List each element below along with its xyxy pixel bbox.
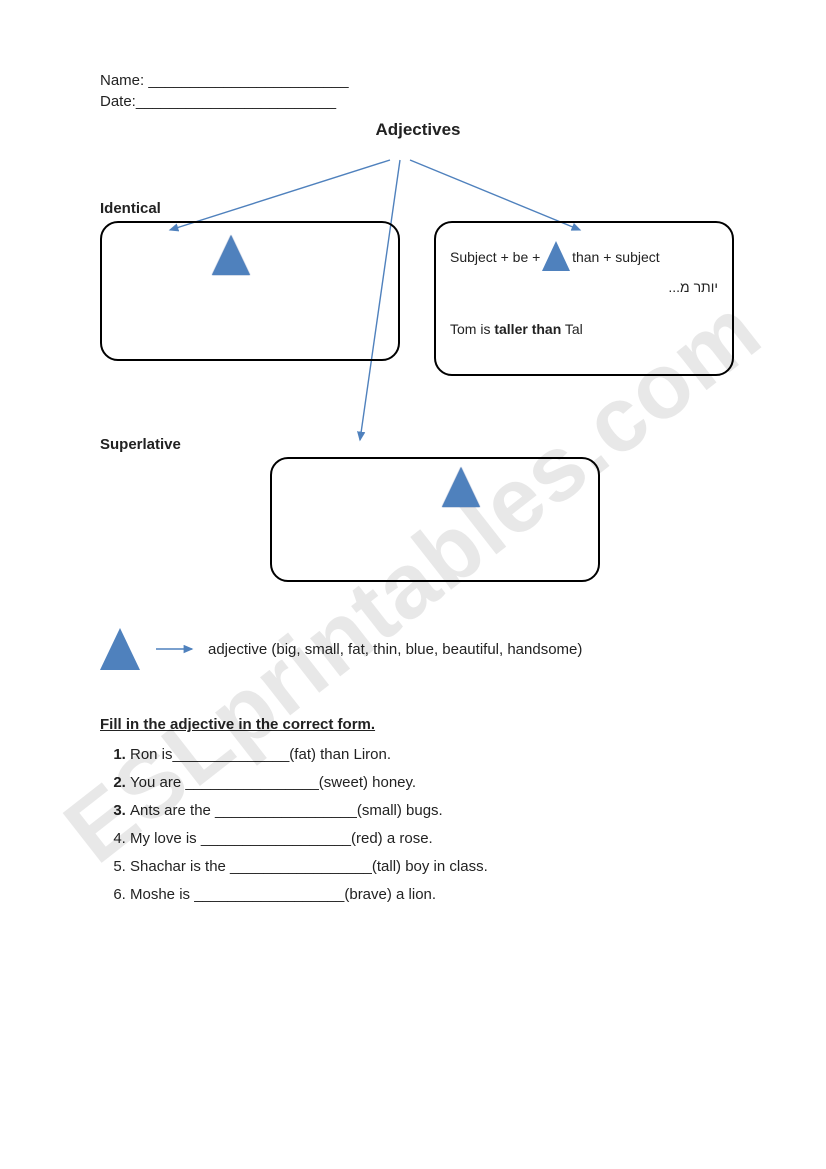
hebrew-note: יותר מ... xyxy=(450,276,718,300)
example-post: Tal xyxy=(561,321,583,337)
superlative-box xyxy=(270,457,600,582)
instructions-heading: Fill in the adjective in the correct for… xyxy=(100,716,736,733)
q3-text: Ants are the _________________(small) bu… xyxy=(130,802,443,819)
identical-box xyxy=(100,221,400,361)
triangle-icon xyxy=(442,467,480,507)
formula-post: than + subject xyxy=(572,249,660,265)
q2-text: You are ________________(sweet) honey. xyxy=(130,774,416,791)
list-item[interactable]: Shachar is the _________________(tall) b… xyxy=(130,855,736,879)
page-title: Adjectives xyxy=(100,120,736,140)
q5-text: Shachar is the _________________(tall) b… xyxy=(130,858,488,875)
header-block: Name: ________________________ Date:____… xyxy=(100,70,736,112)
triangle-icon xyxy=(212,235,250,275)
list-item[interactable]: Ron is______________(fat) than Liron. xyxy=(130,743,736,767)
comparative-example: Tom is taller than Tal xyxy=(450,318,718,342)
q1-text: Ron is______________(fat) than Liron. xyxy=(130,746,391,763)
triangle-icon xyxy=(542,241,570,271)
list-item[interactable]: Ants are the _________________(small) bu… xyxy=(130,799,736,823)
list-item[interactable]: Moshe is __________________(brave) a lio… xyxy=(130,883,736,907)
name-line[interactable]: Name: ________________________ xyxy=(100,70,736,91)
questions-list: Ron is______________(fat) than Liron. Yo… xyxy=(110,743,736,907)
legend-text: adjective (big, small, fat, thin, blue, … xyxy=(208,641,582,658)
formula-pre: Subject + be + xyxy=(450,249,540,265)
q4-text: My love is __________________(red) a ros… xyxy=(130,830,433,847)
legend-row: adjective (big, small, fat, thin, blue, … xyxy=(100,628,736,670)
list-item[interactable]: You are ________________(sweet) honey. xyxy=(130,771,736,795)
list-item[interactable]: My love is __________________(red) a ros… xyxy=(130,827,736,851)
example-bold: taller than xyxy=(494,321,561,337)
triangle-icon xyxy=(100,628,140,670)
superlative-label: Superlative xyxy=(100,436,736,453)
comparative-box: Subject + be + than + subject יותר מ... … xyxy=(434,221,734,376)
date-line[interactable]: Date:________________________ xyxy=(100,91,736,112)
worksheet-page: ESLprintables.com Name: ________________… xyxy=(0,0,826,1169)
example-pre: Tom is xyxy=(450,321,494,337)
top-boxes-row: Subject + be + than + subject יותר מ... … xyxy=(100,221,736,376)
comparative-formula: Subject + be + than + subject xyxy=(450,235,718,270)
q6-text: Moshe is __________________(brave) a lio… xyxy=(130,886,436,903)
legend-arrow xyxy=(156,639,200,659)
identical-label: Identical xyxy=(100,200,736,217)
